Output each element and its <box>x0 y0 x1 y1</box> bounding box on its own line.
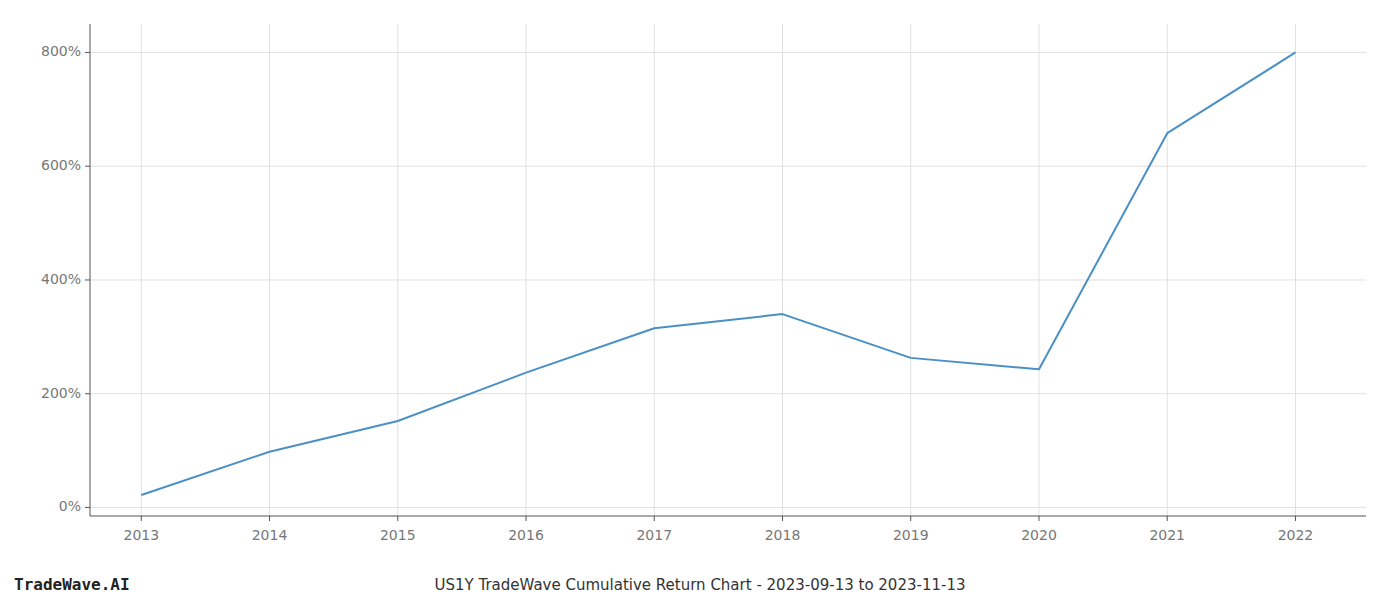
x-tick-label: 2015 <box>380 527 416 543</box>
texts: TradeWave.AI US1Y TradeWave Cumulative Re… <box>14 575 966 594</box>
x-grid-line <box>526 24 527 516</box>
y-axis-line <box>90 24 91 516</box>
x-tick-label: 2014 <box>252 527 288 543</box>
y-tick-label: 800% <box>41 43 81 59</box>
x-grid-line <box>910 24 911 516</box>
y-tick-label: 400% <box>41 271 81 287</box>
plot-area <box>141 52 1295 495</box>
x-grid-line <box>1295 24 1296 516</box>
x-tick <box>782 516 783 521</box>
y-tick-label: 0% <box>59 498 81 514</box>
x-tick <box>654 516 655 521</box>
x-tick <box>526 516 527 521</box>
axes: 0% 200% 400% 600% 800% 2013 2014 2015 2016 2017 20… <box>41 24 1366 543</box>
x-tick-label: 2016 <box>508 527 544 543</box>
x-tick <box>141 516 142 521</box>
y-grid-line <box>90 393 1366 394</box>
x-axis-line <box>90 516 1366 517</box>
x-tick-label: 2020 <box>1021 527 1057 543</box>
chart-container: 0% 200% 400% 600% 800% 2013 2014 2015 2016 2017 20… <box>0 0 1400 600</box>
x-tick-label: 2019 <box>893 527 929 543</box>
x-tick-label: 2017 <box>636 527 672 543</box>
x-grid-line <box>1167 24 1168 516</box>
y-grid-line <box>90 279 1366 280</box>
y-tick-label: 200% <box>41 385 81 401</box>
y-tick <box>85 393 90 394</box>
x-tick <box>1167 516 1168 521</box>
grid <box>90 24 1366 516</box>
y-tick <box>85 166 90 167</box>
x-tick <box>397 516 398 521</box>
x-tick-label: 2018 <box>765 527 801 543</box>
y-tick <box>85 279 90 280</box>
x-tick-label: 2022 <box>1278 527 1314 543</box>
page: {"chart_data": {"type": "line", "title":… <box>0 0 1400 600</box>
y-grid-line <box>90 52 1366 53</box>
x-grid-line <box>269 24 270 516</box>
x-grid-line <box>141 24 142 516</box>
x-grid-line <box>654 24 655 516</box>
y-tick <box>85 52 90 53</box>
title: US1Y TradeWave Cumulative Return Chart -… <box>434 576 965 594</box>
background <box>0 0 1400 600</box>
x-tick <box>269 516 270 521</box>
x-grid-line <box>1038 24 1039 516</box>
watermark: TradeWave.AI <box>14 575 130 594</box>
x-tick <box>910 516 911 521</box>
x-tick <box>1295 516 1296 521</box>
x-grid-line <box>782 24 783 516</box>
y-grid-line <box>90 507 1366 508</box>
x-tick <box>1038 516 1039 521</box>
y-tick-label: 600% <box>41 157 81 173</box>
data-line <box>141 52 1295 495</box>
x-tick-label: 2013 <box>123 527 159 543</box>
x-grid-line <box>397 24 398 516</box>
x-tick-label: 2021 <box>1149 527 1185 543</box>
y-tick <box>85 507 90 508</box>
y-grid-line <box>90 166 1366 167</box>
chart-svg: 0% 200% 400% 600% 800% 2013 2014 2015 2016 2017 20… <box>0 0 1400 600</box>
